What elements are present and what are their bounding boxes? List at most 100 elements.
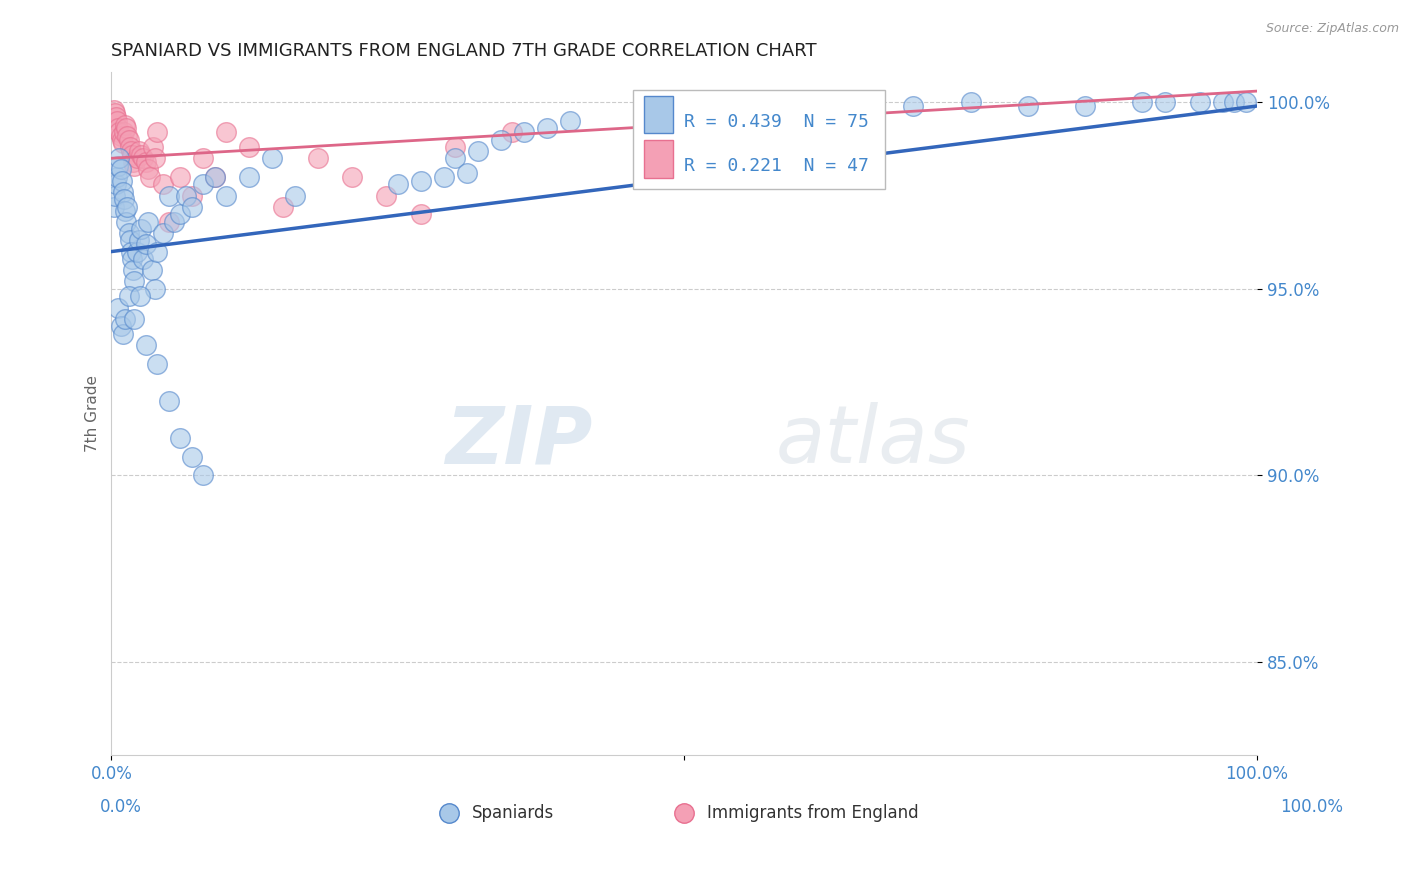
Point: [375, 188, 398, 202]
Point: [128, 144, 150, 158]
Point: [387, 178, 409, 192]
Point: [409, 174, 432, 188]
Text: SPANIARD VS IMMIGRANTS FROM ENGLAND 7TH GRADE CORRELATION CHART: SPANIARD VS IMMIGRANTS FROM ENGLAND 7TH …: [111, 42, 817, 60]
Point: [673, 114, 696, 128]
Point: [238, 140, 260, 154]
Text: Spaniards: Spaniards: [472, 805, 554, 822]
Point: [120, 244, 142, 259]
Point: [467, 144, 489, 158]
Point: [1188, 95, 1211, 110]
Point: [191, 468, 214, 483]
Point: [204, 169, 226, 184]
Point: [110, 162, 132, 177]
Point: [143, 151, 166, 165]
Point: [105, 114, 128, 128]
Point: [169, 169, 191, 184]
Point: [129, 147, 152, 161]
Point: [163, 215, 186, 229]
FancyBboxPatch shape: [644, 140, 672, 178]
Point: [104, 110, 127, 124]
Point: [103, 103, 125, 117]
Point: [108, 151, 131, 165]
Text: R = 0.439  N = 75: R = 0.439 N = 75: [685, 112, 869, 130]
Point: [105, 169, 128, 184]
Point: [111, 136, 134, 151]
Point: [129, 289, 152, 303]
Point: [204, 169, 226, 184]
Point: [169, 207, 191, 221]
FancyBboxPatch shape: [633, 89, 884, 188]
Point: [169, 431, 191, 445]
Point: [174, 188, 197, 202]
Point: [107, 159, 129, 173]
Point: [118, 140, 141, 154]
Point: [444, 151, 467, 165]
Point: [191, 151, 214, 165]
Point: [135, 155, 157, 169]
Point: [409, 207, 432, 221]
Point: [501, 125, 523, 139]
Point: [142, 140, 165, 154]
Point: [132, 252, 155, 266]
Point: [1234, 95, 1257, 110]
Point: [122, 263, 145, 277]
Point: [157, 393, 180, 408]
Point: [112, 125, 135, 139]
Point: [110, 319, 132, 334]
Point: [787, 106, 810, 120]
Point: [215, 188, 238, 202]
Y-axis label: 7th Grade: 7th Grade: [86, 376, 100, 452]
Point: [536, 121, 558, 136]
Point: [104, 188, 127, 202]
Point: [104, 106, 127, 120]
Text: atlas: atlas: [776, 402, 970, 480]
Point: [114, 118, 136, 132]
Text: Immigrants from England: Immigrants from England: [707, 805, 918, 822]
Point: [1074, 99, 1097, 113]
Point: [129, 222, 152, 236]
Point: [1017, 99, 1039, 113]
Text: 0.0%: 0.0%: [100, 797, 142, 815]
Point: [1154, 95, 1177, 110]
Point: [117, 128, 139, 143]
Point: [787, 103, 810, 117]
Point: [444, 140, 467, 154]
Point: [284, 188, 307, 202]
Point: [152, 226, 174, 240]
Point: [122, 155, 145, 169]
Point: [136, 215, 159, 229]
Point: [103, 200, 125, 214]
Point: [146, 125, 169, 139]
Point: [111, 174, 134, 188]
Point: [115, 121, 138, 136]
Point: [111, 185, 134, 199]
Point: [152, 178, 174, 192]
Point: [157, 215, 180, 229]
Point: [118, 233, 141, 247]
Point: [111, 326, 134, 341]
Point: [124, 274, 146, 288]
Point: [513, 125, 536, 139]
Point: [139, 169, 162, 184]
Point: [135, 338, 157, 352]
Point: [110, 128, 132, 143]
Point: [121, 147, 143, 161]
Point: [730, 110, 752, 124]
Point: [121, 252, 143, 266]
Text: 100.0%: 100.0%: [1279, 797, 1343, 815]
Point: [108, 125, 131, 139]
Point: [117, 200, 139, 214]
Point: [1212, 95, 1234, 110]
FancyBboxPatch shape: [644, 95, 672, 133]
Point: [307, 151, 329, 165]
Text: ZIP: ZIP: [446, 402, 592, 480]
Point: [260, 151, 283, 165]
Point: [111, 133, 134, 147]
Point: [114, 203, 136, 218]
Point: [1132, 95, 1154, 110]
Point: [124, 311, 146, 326]
Point: [433, 169, 456, 184]
Point: [673, 114, 696, 128]
Point: [114, 311, 136, 326]
Point: [125, 244, 148, 259]
